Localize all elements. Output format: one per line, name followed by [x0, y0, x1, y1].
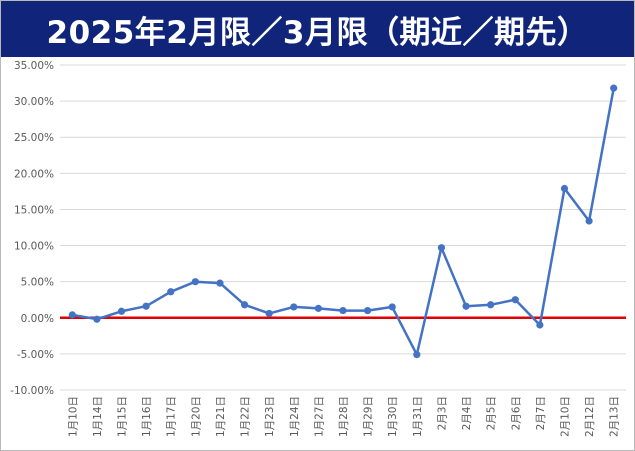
series-line	[72, 87, 615, 356]
data-point	[265, 309, 273, 318]
data-point	[93, 315, 101, 323]
x-tick-label: 1月30日	[387, 396, 399, 437]
x-tick-label: 2月10日	[559, 396, 571, 437]
data-point	[290, 303, 298, 311]
data-point	[339, 306, 347, 315]
x-tick-label: 1月15日	[117, 396, 129, 437]
data-point	[68, 311, 76, 319]
x-tick-label: 2月7日	[535, 396, 547, 430]
y-tick-label: 35.00%	[14, 60, 54, 72]
x-tick-label: 2月5日	[486, 396, 498, 430]
x-tick-label: 1月28日	[338, 396, 350, 437]
title-bar: 2025年2月限／3月限（期近／期先）	[1, 1, 634, 57]
y-tick-label: 15.00%	[14, 204, 54, 216]
x-tick-label: 1月17日	[166, 396, 178, 437]
y-tick-label: 25.00%	[14, 132, 54, 144]
x-tick-label: 1月31日	[412, 396, 424, 437]
data-point	[487, 301, 495, 309]
chart-title: 2025年2月限／3月限（期近／期先）	[46, 14, 589, 51]
data-point	[536, 321, 544, 329]
data-point	[117, 307, 126, 315]
data-point	[585, 217, 593, 225]
data-point	[314, 304, 322, 312]
data-point	[462, 302, 470, 310]
y-tick-label: -10.00%	[10, 385, 54, 397]
data-point	[610, 84, 618, 92]
x-tick-label: 2月13日	[609, 396, 621, 437]
x-tick-label: 2月4日	[461, 396, 473, 430]
data-point	[240, 301, 249, 309]
x-tick-label: 1月20日	[190, 396, 202, 437]
data-point	[142, 302, 150, 310]
x-tick-label: 1月24日	[289, 396, 301, 437]
y-tick-label: -5.00%	[17, 349, 54, 361]
x-tick-label: 1月27日	[313, 396, 325, 437]
y-tick-label: 0.00%	[21, 313, 54, 325]
x-tick-label: 2月6日	[510, 396, 522, 430]
x-tick-label: 1月14日	[92, 396, 104, 437]
x-tick-label: 2月3日	[436, 396, 448, 430]
x-tick-label: 1月22日	[240, 396, 252, 437]
data-point	[388, 303, 396, 311]
x-tick-label: 1月10日	[67, 396, 79, 437]
x-tick-label: 1月21日	[215, 396, 227, 437]
y-tick-label: 30.00%	[14, 96, 54, 108]
data-point	[216, 279, 224, 287]
y-tick-label: 20.00%	[14, 168, 54, 180]
data-point	[364, 306, 372, 315]
x-tick-label: 1月29日	[363, 396, 375, 437]
x-tick-label: 1月23日	[264, 396, 276, 437]
x-tick-label: 1月16日	[141, 396, 153, 437]
data-point	[191, 278, 199, 286]
y-tick-label: 10.00%	[14, 241, 54, 253]
y-tick-label: 5.00%	[21, 277, 54, 289]
data-point	[167, 288, 175, 296]
data-point	[511, 296, 519, 304]
data-point	[560, 184, 569, 193]
data-point	[437, 244, 446, 252]
x-tick-label: 2月12日	[584, 396, 596, 437]
data-point	[413, 351, 421, 359]
